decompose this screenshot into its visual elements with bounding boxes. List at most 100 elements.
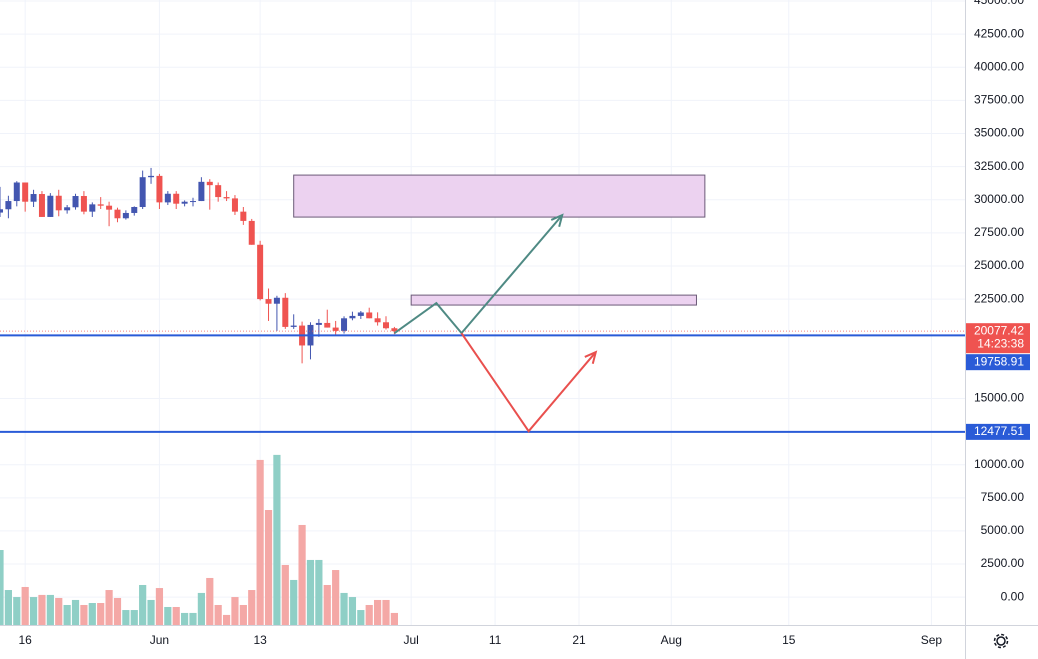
volume-bar — [63, 604, 71, 625]
candle-body — [106, 205, 113, 210]
volume-bar — [273, 454, 281, 625]
volume-bar — [46, 594, 54, 625]
y-tick-label: 37500.00 — [974, 93, 1024, 107]
volume-bar — [298, 524, 306, 625]
volume-bar — [239, 604, 247, 625]
volume-bar — [390, 612, 398, 625]
candle-body — [315, 322, 322, 325]
volume-bar — [323, 584, 331, 625]
candle-body — [122, 212, 129, 219]
candle-body — [64, 207, 71, 211]
volume-bar — [256, 459, 264, 625]
y-tick-label: 30000.00 — [974, 192, 1024, 206]
candle-body — [248, 220, 255, 245]
candle-body — [190, 201, 196, 203]
volume-bar — [306, 559, 315, 625]
candle-body — [257, 244, 264, 300]
x-tick-label: Aug — [661, 633, 682, 647]
candle-body — [349, 315, 356, 319]
volume-bar — [38, 594, 46, 625]
candle-body — [131, 207, 138, 213]
plot — [0, 167, 965, 625]
y-tick-label: 22500.00 — [974, 291, 1024, 305]
candle-body — [156, 175, 163, 203]
candle-body — [282, 297, 289, 327]
candle-body — [30, 194, 37, 202]
settings-button[interactable] — [993, 633, 1009, 649]
volume-bar — [189, 612, 197, 625]
volume-bar — [357, 610, 365, 625]
candle-body — [198, 181, 205, 202]
volume-bar — [55, 597, 63, 625]
y-tick-label: 32500.00 — [974, 159, 1024, 173]
candle-body — [47, 195, 54, 217]
x-tick-label: 13 — [253, 633, 267, 647]
candle-body — [273, 297, 280, 304]
candle-body — [0, 209, 3, 213]
volume-bar — [332, 570, 340, 625]
volume-bar — [122, 610, 130, 625]
x-tick-label: Jul — [404, 633, 419, 647]
candle-body — [173, 193, 180, 204]
axes: 0.00 2500.00 5000.00 7500.00 10000.00 15000.0… — [18, 0, 1030, 647]
volume-bar — [315, 559, 323, 625]
x-tick-label: 21 — [572, 633, 586, 647]
arrow-head — [584, 350, 598, 364]
volume-bar — [139, 584, 147, 625]
candle-body — [80, 196, 87, 212]
volume-bar — [4, 590, 12, 625]
x-tick-label: Jun — [150, 633, 169, 647]
candle-body — [324, 322, 331, 328]
zone-rectangle — [293, 174, 706, 218]
volume-bar — [290, 579, 298, 625]
volume-bar — [97, 603, 105, 625]
price-line-box — [966, 423, 1030, 440]
volume-bar — [231, 597, 239, 625]
gear-teeth — [993, 633, 1009, 649]
countdown-label: 14:23:38 — [977, 336, 1024, 350]
price-line-label: 12477.51 — [974, 424, 1024, 438]
volume-bar — [264, 510, 273, 625]
candle-body — [72, 196, 79, 208]
volume-bar — [80, 604, 88, 625]
candle-body — [38, 194, 45, 217]
projection-path — [393, 214, 563, 335]
candle-body — [13, 182, 20, 202]
candle-body — [22, 182, 29, 202]
y-tick-label: 10000.00 — [974, 457, 1024, 471]
y-tick-label: 40000.00 — [974, 59, 1024, 73]
volume-bar — [181, 612, 189, 625]
candle-body — [114, 209, 121, 219]
volume-bar — [29, 597, 38, 625]
volume-bar — [214, 604, 222, 625]
x-tick-label: 11 — [489, 633, 502, 647]
y-tick-label: 5000.00 — [981, 523, 1025, 537]
arrow-head — [550, 213, 564, 227]
candle-body — [332, 327, 339, 331]
y-tick-label: 7500.00 — [981, 490, 1025, 504]
y-tick-label: 15000.00 — [974, 391, 1024, 405]
last-price-box — [966, 323, 1030, 354]
candle-body — [97, 204, 104, 206]
x-tick-label: Sep — [921, 633, 943, 647]
volume-bar — [88, 603, 96, 625]
y-tick-label: 45000.00 — [974, 0, 1024, 7]
y-tick-label: 2500.00 — [981, 556, 1025, 570]
candle-body — [231, 198, 238, 212]
candle-body — [374, 318, 381, 323]
y-tick-label: 35000.00 — [974, 126, 1024, 140]
candle-body — [366, 312, 373, 319]
volume-bar — [105, 590, 113, 625]
volume-bar — [147, 599, 155, 625]
price-line-box — [966, 354, 1030, 371]
x-tick-label: 16 — [18, 633, 32, 647]
candle-body — [223, 197, 230, 199]
zone-rectangle — [410, 294, 697, 306]
candle-body — [89, 204, 96, 212]
volume-bar — [71, 599, 80, 625]
candle-body — [240, 211, 247, 221]
candle-body — [265, 299, 272, 304]
volume-bar — [222, 614, 231, 625]
